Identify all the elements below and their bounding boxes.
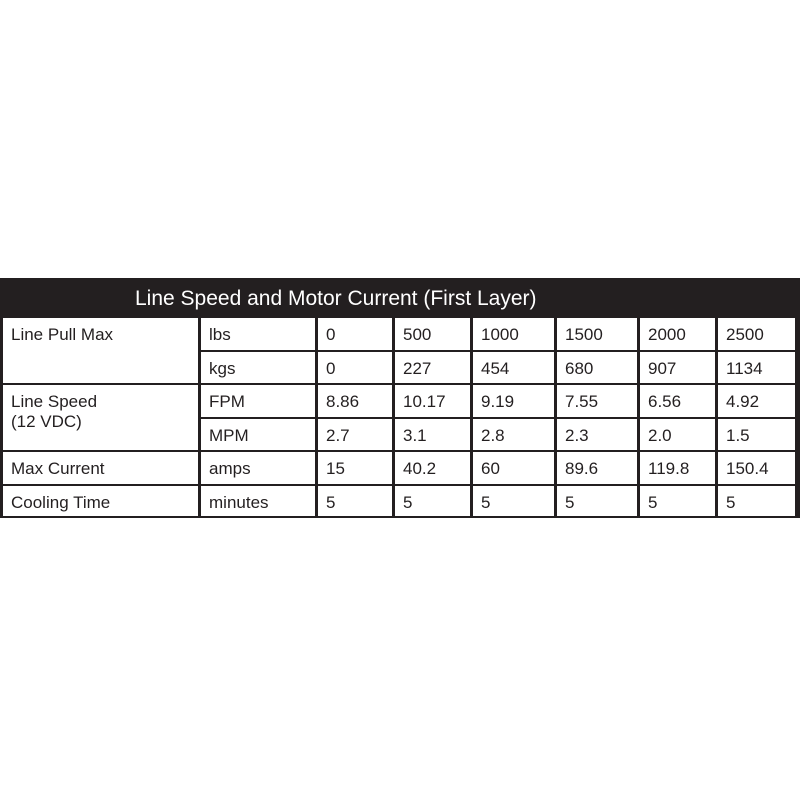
value-cell: 227 [395, 352, 470, 383]
unit-cell: FPM [201, 385, 315, 417]
value-cell: 5 [395, 486, 470, 516]
unit-cell: amps [201, 452, 315, 484]
value-cell: 0 [318, 352, 392, 383]
row-label: Line Speed (12 VDC) [3, 385, 198, 450]
row-label: Line Pull Max [3, 318, 198, 383]
value-cell: 5 [718, 486, 795, 516]
value-cell: 7.55 [557, 385, 637, 417]
row-label-text: Line Pull Max [11, 325, 114, 344]
value-cell: 40.2 [395, 452, 470, 484]
value-cell: 454 [473, 352, 554, 383]
row-label-text: Max Current [11, 459, 105, 478]
value-cell: 5 [318, 486, 392, 516]
value-cell: 9.19 [473, 385, 554, 417]
table-body: Line Pull Max lbs 0 500 1000 1500 2000 2500 kgs 0… [3, 318, 797, 516]
value-cell: 0 [318, 318, 392, 350]
row-label: Cooling Time [3, 486, 198, 516]
row-label: Max Current [3, 452, 198, 484]
value-cell: 2500 [718, 318, 795, 350]
value-cell: 10.17 [395, 385, 470, 417]
unit-cell: minutes [201, 486, 315, 516]
value-cell: 2.7 [318, 419, 392, 450]
table-title: Line Speed and Motor Current (First Laye… [135, 287, 537, 310]
unit-cell: lbs [201, 318, 315, 350]
value-cell: 5 [640, 486, 715, 516]
value-cell: 907 [640, 352, 715, 383]
value-cell: 89.6 [557, 452, 637, 484]
value-cell: 2.8 [473, 419, 554, 450]
value-cell: 1134 [718, 352, 795, 383]
value-cell: 119.8 [640, 452, 715, 484]
value-cell: 500 [395, 318, 470, 350]
value-cell: 680 [557, 352, 637, 383]
value-cell: 1.5 [718, 419, 795, 450]
value-cell: 15 [318, 452, 392, 484]
value-cell: 8.86 [318, 385, 392, 417]
value-cell: 2000 [640, 318, 715, 350]
row-label-text: Cooling Time [11, 493, 111, 512]
value-cell: 3.1 [395, 419, 470, 450]
unit-cell: MPM [201, 419, 315, 450]
value-cell: 5 [557, 486, 637, 516]
unit-cell: kgs [201, 352, 315, 383]
value-cell: 60 [473, 452, 554, 484]
value-cell: 6.56 [640, 385, 715, 417]
value-cell: 5 [473, 486, 554, 516]
spec-table: Line Speed and Motor Current (First Laye… [0, 278, 800, 518]
value-cell: 2.3 [557, 419, 637, 450]
row-label-text: Line Speed [11, 392, 98, 411]
row-label-subtext: (12 VDC) [11, 412, 82, 431]
value-cell: 150.4 [718, 452, 795, 484]
value-cell: 1500 [557, 318, 637, 350]
value-cell: 4.92 [718, 385, 795, 417]
value-cell: 1000 [473, 318, 554, 350]
value-cell: 2.0 [640, 419, 715, 450]
